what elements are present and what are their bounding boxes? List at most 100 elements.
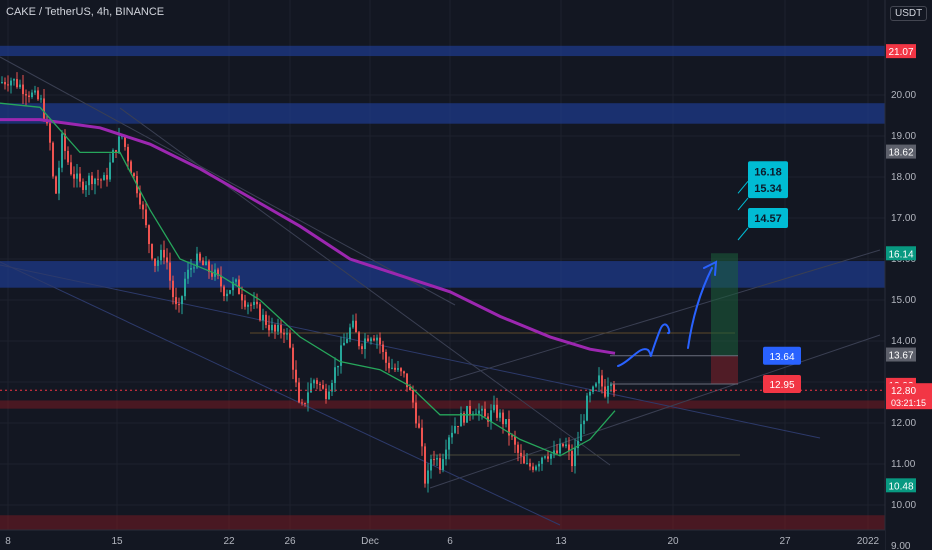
- candle: [13, 78, 15, 86]
- candle: [190, 258, 192, 278]
- candle: [40, 94, 42, 103]
- candle: [457, 425, 459, 435]
- series-line-0: [0, 118, 616, 355]
- candle: [1, 76, 3, 84]
- candle: [295, 360, 297, 388]
- candle: [145, 202, 147, 228]
- candle: [349, 323, 351, 343]
- candle: [598, 367, 600, 392]
- candle: [601, 369, 603, 394]
- candle: [421, 419, 423, 456]
- candle: [532, 462, 534, 473]
- candle: [91, 171, 93, 191]
- currency-badge[interactable]: USDT: [890, 6, 928, 21]
- level-tag-text: 12.95: [769, 380, 794, 391]
- time-axis[interactable]: 8 15 22 26 Dec 6 13 20 27 2022: [0, 529, 885, 550]
- candle: [127, 143, 129, 170]
- candle: [517, 441, 519, 462]
- candle: [148, 224, 150, 254]
- candle: [529, 458, 531, 471]
- level-tag-0[interactable]: 13.64: [763, 346, 801, 365]
- candle: [478, 403, 480, 421]
- candle: [415, 394, 417, 428]
- y-tick-label: 11.00: [891, 459, 916, 470]
- candle: [544, 455, 546, 460]
- candle: [10, 77, 12, 94]
- candle: [304, 402, 306, 407]
- candle: [151, 243, 153, 261]
- candle: [541, 456, 543, 471]
- zone-band-0: [0, 45, 885, 57]
- candle: [400, 367, 402, 376]
- candle: [607, 377, 609, 404]
- candle: [19, 79, 21, 89]
- candle: [361, 343, 363, 355]
- candle: [199, 251, 201, 263]
- candle: [442, 453, 444, 473]
- svg-text:18.62: 18.62: [888, 148, 913, 159]
- candle: [172, 275, 174, 305]
- candle: [241, 286, 243, 310]
- price-axis[interactable]: 20.0019.0018.0017.0016.0015.0014.0013.00…: [884, 0, 932, 550]
- callout-text: 14.57: [754, 213, 782, 225]
- price-label: 10.48: [886, 478, 916, 493]
- candle: [322, 380, 324, 390]
- candle: [562, 443, 564, 448]
- candle: [103, 172, 105, 181]
- x-tick-label: 2022: [857, 536, 880, 547]
- target-callout-2[interactable]: 14.57: [737, 208, 788, 241]
- candle: [313, 378, 315, 389]
- candle: [88, 172, 90, 195]
- candle: [250, 302, 252, 312]
- candle: [460, 406, 462, 427]
- target-callout-0[interactable]: 16.18: [737, 161, 788, 194]
- candle: [316, 377, 318, 390]
- candle: [253, 292, 255, 309]
- y-tick-label: 15.00: [891, 295, 916, 306]
- x-tick-label: 8: [5, 536, 11, 547]
- candle: [589, 389, 591, 403]
- candle: [526, 452, 528, 465]
- candle: [82, 178, 84, 194]
- candle: [142, 201, 144, 219]
- candle: [226, 289, 228, 302]
- candle: [67, 146, 69, 166]
- candle: [175, 287, 177, 310]
- candle: [334, 357, 336, 392]
- candle: [367, 334, 369, 342]
- candle: [85, 181, 87, 198]
- level-tag-1[interactable]: 12.95: [763, 375, 801, 394]
- candle: [286, 328, 288, 340]
- candle: [130, 159, 132, 174]
- callout-text: 16.18: [754, 166, 782, 178]
- candle: [232, 277, 234, 296]
- series-line-1: [0, 102, 616, 457]
- y-tick-label: 9.00: [891, 541, 911, 550]
- candle: [184, 272, 186, 301]
- x-tick-label: 6: [447, 536, 453, 547]
- y-tick-label: 18.00: [891, 172, 916, 183]
- long-position-tool[interactable]: [610, 253, 738, 385]
- candle: [61, 130, 63, 173]
- candle: [379, 332, 381, 354]
- x-tick-label: 13: [555, 536, 567, 547]
- candle: [568, 437, 570, 461]
- candle: [409, 383, 411, 391]
- candle: [553, 440, 555, 459]
- candle: [292, 343, 294, 380]
- candle: [451, 425, 453, 444]
- target-callout-1[interactable]: 15.34: [737, 178, 788, 211]
- candle: [58, 160, 60, 201]
- candle: [43, 88, 45, 122]
- trendlines: [0, 56, 881, 526]
- svg-text:10.48: 10.48: [888, 481, 913, 492]
- candle: [496, 397, 498, 421]
- x-tick-label: 15: [111, 536, 123, 547]
- candle: [265, 311, 267, 329]
- price-label: 13.67: [886, 347, 916, 362]
- candle: [262, 308, 264, 331]
- candle: [280, 319, 282, 339]
- price-label: 21.07: [886, 44, 916, 59]
